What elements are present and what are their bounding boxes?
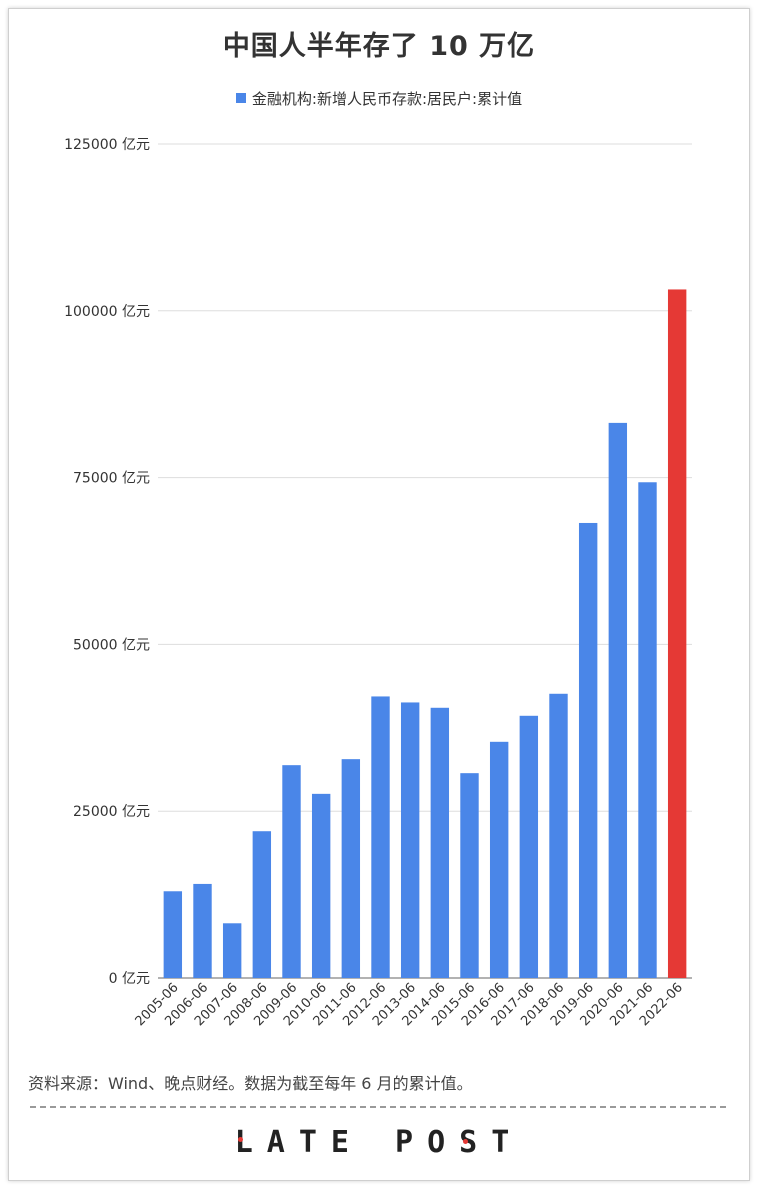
bar-2022-06 xyxy=(667,289,687,978)
bar-2013-06 xyxy=(400,702,420,978)
bar-2008-06 xyxy=(252,831,272,978)
bar-2011-06 xyxy=(341,759,361,978)
latepost-logo: L ATE POS T xyxy=(234,1125,524,1160)
chart-legend: 金融机构:新增人民币存款:居民户:累计值 xyxy=(0,88,758,109)
bar-2021-06 xyxy=(638,482,657,978)
y-tick-label: 125000 亿元 xyxy=(64,137,150,153)
bar-2017-06 xyxy=(519,715,539,978)
bar-chart: 0 亿元 25000 亿元 50000 亿元 75000 亿元 100000 亿元 125… xyxy=(64,137,692,1029)
bar-2016-06 xyxy=(489,741,509,978)
bar-2012-06 xyxy=(371,696,390,978)
bar-2010-06 xyxy=(311,793,331,978)
y-tick-label: 75000 亿元 xyxy=(73,471,150,487)
bar-2009-06 xyxy=(282,765,301,978)
y-tick-label: 25000 亿元 xyxy=(73,804,150,820)
bar-2014-06 xyxy=(430,707,450,978)
bar-2019-06 xyxy=(578,522,598,978)
bar-2007-06 xyxy=(222,923,242,978)
y-tick-label: 0 亿元 xyxy=(109,971,150,987)
chart-title: 中国人半年存了 10 万亿 xyxy=(222,31,536,62)
bar-2020-06 xyxy=(608,422,628,978)
bar-2015-06 xyxy=(460,773,479,978)
legend-label: 金融机构:新增人民币存款:居民户:累计值 xyxy=(251,90,523,108)
y-tick-label: 100000 亿元 xyxy=(64,304,150,320)
source-note: 资料来源：Wind、晚点财经。数据为截至每年 6 月的累计值。 xyxy=(28,1074,473,1093)
legend-swatch xyxy=(235,93,246,103)
bar-2006-06 xyxy=(193,883,212,978)
bar-2018-06 xyxy=(549,693,568,978)
bar-2005-06 xyxy=(163,891,183,978)
y-tick-label: 50000 亿元 xyxy=(73,637,150,653)
footer-divider xyxy=(30,1106,726,1108)
